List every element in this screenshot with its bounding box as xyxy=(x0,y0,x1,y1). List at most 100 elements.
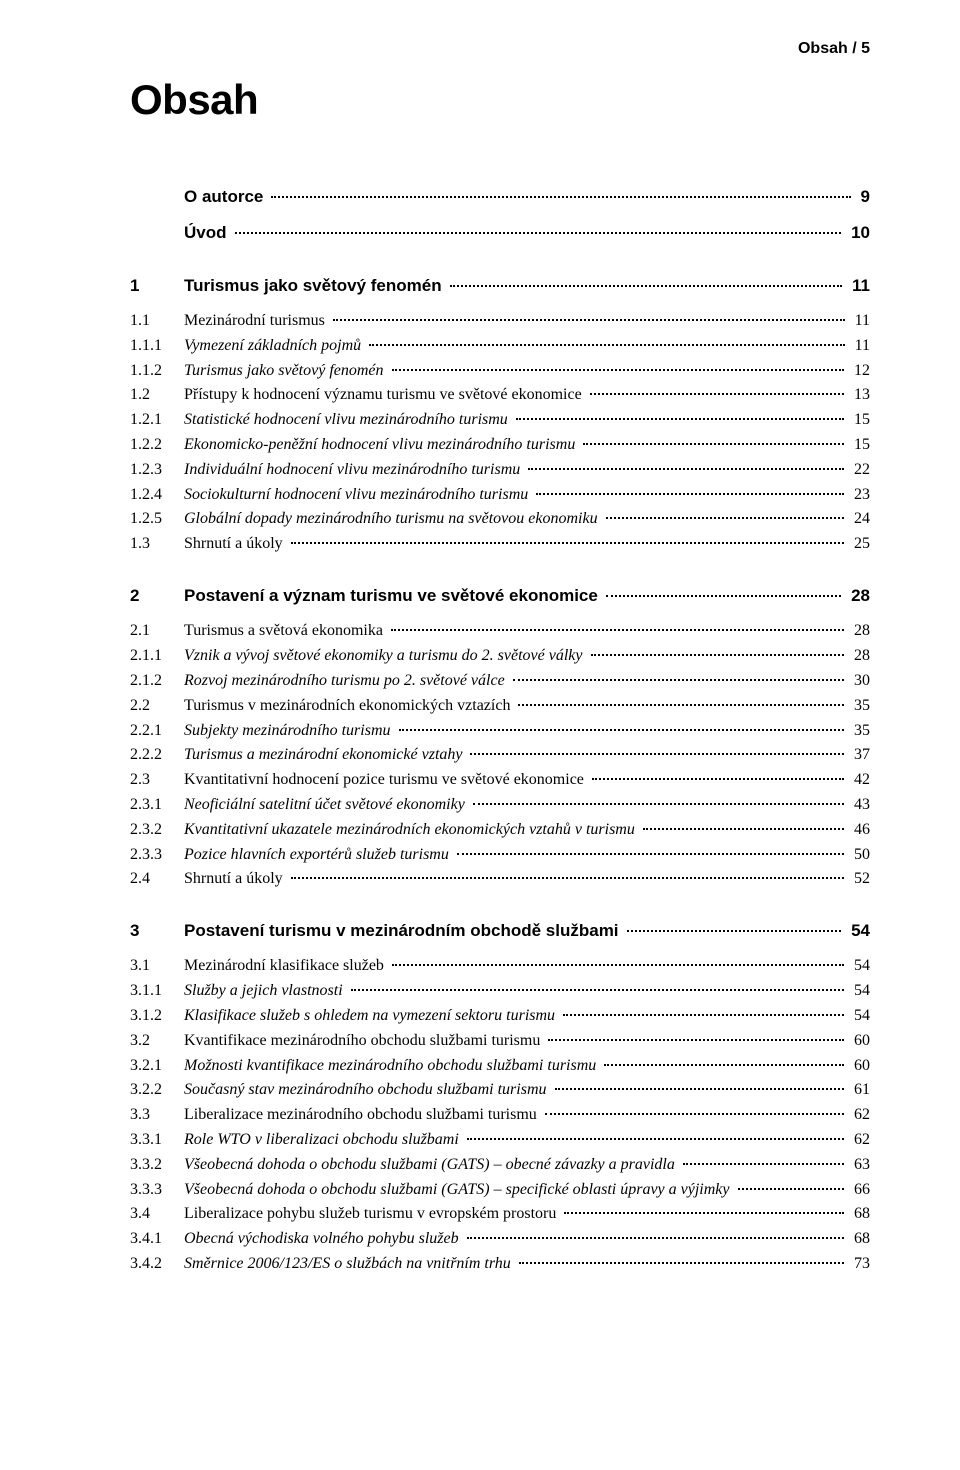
toc-entry-number: 3.3 xyxy=(130,1103,184,1128)
toc-entry-page: 28 xyxy=(845,583,870,609)
toc-entry-label: Směrnice 2006/123/ES o službách na vnitř… xyxy=(184,1252,515,1277)
toc-entry-number: 2.2.2 xyxy=(130,743,184,768)
toc-entry-page: 35 xyxy=(848,694,870,719)
toc-leader-dots xyxy=(738,1188,844,1190)
toc-entry-page: 62 xyxy=(848,1128,870,1153)
toc-leader-dots xyxy=(392,964,844,966)
toc-entry-label: Shrnutí a úkoly xyxy=(184,532,287,557)
toc-entry-number: 3.2 xyxy=(130,1029,184,1054)
toc-leader-dots xyxy=(590,393,844,395)
toc-entry-number: 3.2.2 xyxy=(130,1078,184,1103)
toc-entry: 3.3.1Role WTO v liberalizaci obchodu slu… xyxy=(130,1128,870,1153)
toc-entry: 1.1Mezinárodní turismus11 xyxy=(130,309,870,334)
toc-entry: 2.1.2Rozvoj mezinárodního turismu po 2. … xyxy=(130,669,870,694)
toc-entry-label: Kvantitativní ukazatele mezinárodních ek… xyxy=(184,818,639,843)
toc-entry-label: Všeobecná dohoda o obchodu službami (GAT… xyxy=(184,1178,734,1203)
toc-entry: 1.2.1Statistické hodnocení vlivu mezinár… xyxy=(130,408,870,433)
toc-entry: 2.1.1Vznik a vývoj světové ekonomiky a t… xyxy=(130,644,870,669)
toc-entry-page: 37 xyxy=(848,743,870,768)
toc-entry-page: 60 xyxy=(848,1029,870,1054)
toc-entry-page: 46 xyxy=(848,818,870,843)
toc-leader-dots xyxy=(564,1212,844,1214)
toc-entry-page: 15 xyxy=(848,433,870,458)
toc-leader-dots xyxy=(399,729,845,731)
toc-leader-dots xyxy=(591,654,844,656)
toc-entry: 2Postavení a význam turismu ve světové e… xyxy=(130,583,870,609)
toc-entry: 1.1.2Turismus jako světový fenomén12 xyxy=(130,359,870,384)
toc-entry-label: Liberalizace mezinárodního obchodu služb… xyxy=(184,1103,541,1128)
toc-entry: 3.4.1Obecná východiska volného pohybu sl… xyxy=(130,1227,870,1252)
toc-entry-label: Vymezení základních pojmů xyxy=(184,334,365,359)
toc-entry-page: 13 xyxy=(848,383,870,408)
toc-leader-dots xyxy=(450,285,842,287)
toc-entry-page: 60 xyxy=(848,1054,870,1079)
toc-entry: 1.1.1Vymezení základních pojmů11 xyxy=(130,334,870,359)
toc-entry-label: O autorce xyxy=(184,184,267,210)
toc-entry: 2.3.1Neoficiální satelitní účet světové … xyxy=(130,793,870,818)
toc-leader-dots xyxy=(627,930,842,932)
toc-entry-page: 54 xyxy=(848,1004,870,1029)
toc-entry-label: Kvantifikace mezinárodního obchodu služb… xyxy=(184,1029,544,1054)
toc-entry-number: 2.3.1 xyxy=(130,793,184,818)
toc-entry-number: 1.2.3 xyxy=(130,458,184,483)
toc-entry: 3.2.2Současný stav mezinárodního obchodu… xyxy=(130,1078,870,1103)
toc-entry-label: Globální dopady mezinárodního turismu na… xyxy=(184,507,602,532)
toc-leader-dots xyxy=(467,1138,844,1140)
toc-entry: 1.2Přístupy k hodnocení významu turismu … xyxy=(130,383,870,408)
toc-entry-page: 61 xyxy=(848,1078,870,1103)
toc-leader-dots xyxy=(583,443,844,445)
toc-entry-page: 52 xyxy=(848,867,870,892)
toc-entry: 1.3Shrnutí a úkoly25 xyxy=(130,532,870,557)
toc-entry-page: 54 xyxy=(848,979,870,1004)
running-head: Obsah / 5 xyxy=(130,40,870,58)
toc-entry: 3Postavení turismu v mezinárodním obchod… xyxy=(130,918,870,944)
toc-entry-page: 42 xyxy=(848,768,870,793)
toc-entry: 3.3.3Všeobecná dohoda o obchodu službami… xyxy=(130,1178,870,1203)
toc-leader-dots xyxy=(643,828,844,830)
toc-entry-number: 3.4.2 xyxy=(130,1252,184,1277)
toc-entry-label: Klasifikace služeb s ohledem na vymezení… xyxy=(184,1004,559,1029)
toc-leader-dots xyxy=(519,1262,844,1264)
toc-entry-label: Subjekty mezinárodního turismu xyxy=(184,719,395,744)
toc-entry-label: Kvantitativní hodnocení pozice turismu v… xyxy=(184,768,588,793)
table-of-contents: O autorce9Úvod101Turismus jako světový f… xyxy=(130,184,870,1277)
toc-entry: 3.3Liberalizace mezinárodního obchodu sl… xyxy=(130,1103,870,1128)
toc-entry-number: 1.2.2 xyxy=(130,433,184,458)
toc-entry: 2.3.2Kvantitativní ukazatele mezinárodní… xyxy=(130,818,870,843)
toc-entry-number: 1.1 xyxy=(130,309,184,334)
toc-leader-dots xyxy=(548,1039,844,1041)
toc-entry-page: 73 xyxy=(848,1252,870,1277)
toc-leader-dots xyxy=(683,1163,844,1165)
toc-entry-number: 2.1 xyxy=(130,619,184,644)
toc-entry-page: 11 xyxy=(849,334,870,359)
toc-entry-label: Přístupy k hodnocení významu turismu ve … xyxy=(184,383,586,408)
toc-entry-page: 35 xyxy=(848,719,870,744)
toc-entry-page: 9 xyxy=(855,184,870,210)
toc-entry-label: Možnosti kvantifikace mezinárodního obch… xyxy=(184,1054,600,1079)
toc-entry-page: 25 xyxy=(848,532,870,557)
toc-entry-label: Neoficiální satelitní účet světové ekono… xyxy=(184,793,469,818)
toc-leader-dots xyxy=(528,468,844,470)
toc-entry-page: 11 xyxy=(849,309,870,334)
toc-entry-page: 28 xyxy=(848,644,870,669)
toc-entry-label: Role WTO v liberalizaci obchodu službami xyxy=(184,1128,463,1153)
toc-entry-number: 3.1 xyxy=(130,954,184,979)
toc-leader-dots xyxy=(606,595,841,597)
toc-leader-dots xyxy=(536,493,844,495)
toc-leader-dots xyxy=(333,319,845,321)
toc-entry-page: 68 xyxy=(848,1202,870,1227)
toc-entry: 1.2.5Globální dopady mezinárodního turis… xyxy=(130,507,870,532)
toc-entry: 2.4Shrnutí a úkoly52 xyxy=(130,867,870,892)
toc-entry-page: 50 xyxy=(848,843,870,868)
toc-entry: 1.2.3Individuální hodnocení vlivu meziná… xyxy=(130,458,870,483)
toc-entry-page: 54 xyxy=(848,954,870,979)
toc-entry: 2.3Kvantitativní hodnocení pozice turism… xyxy=(130,768,870,793)
toc-entry-number: 1.2.5 xyxy=(130,507,184,532)
toc-entry: O autorce 9 xyxy=(130,184,870,210)
toc-leader-dots xyxy=(592,778,844,780)
toc-entry: 3.1Mezinárodní klasifikace služeb54 xyxy=(130,954,870,979)
toc-entry: 3.4.2Směrnice 2006/123/ES o službách na … xyxy=(130,1252,870,1277)
toc-leader-dots xyxy=(470,753,844,755)
toc-leader-dots xyxy=(392,369,844,371)
toc-entry-number: 3.3.1 xyxy=(130,1128,184,1153)
